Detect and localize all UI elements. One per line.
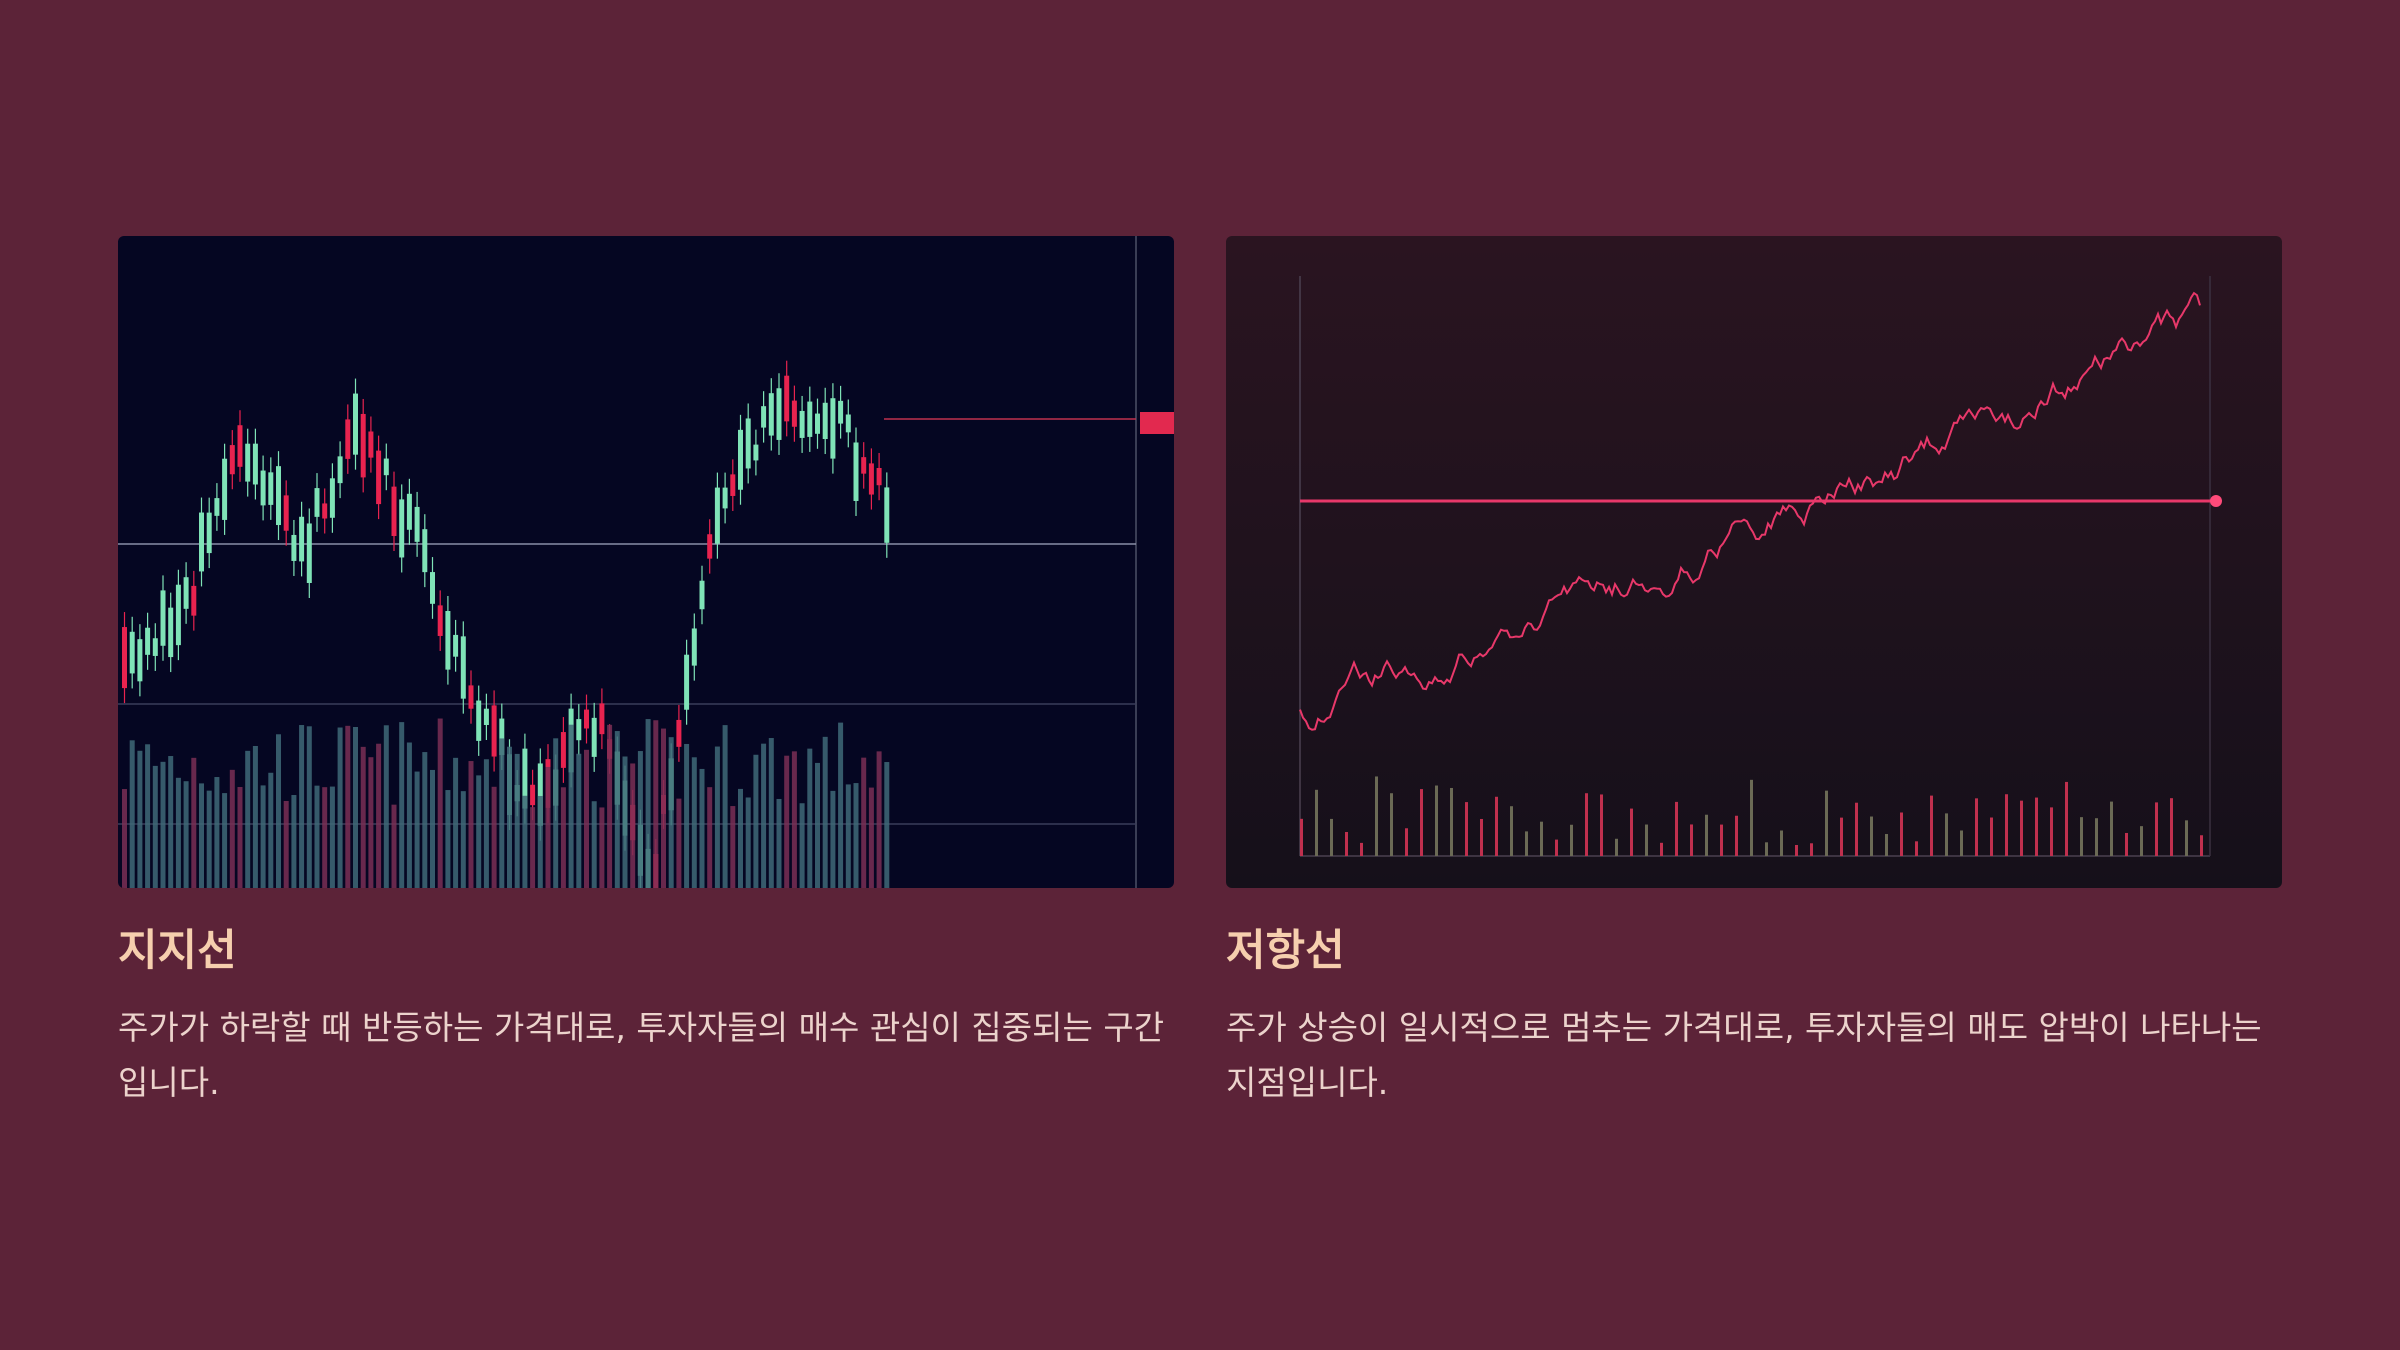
card-row: 지지선 주가가 하락할 때 반등하는 가격대로, 투자자들의 매수 관심이 집중… — [118, 236, 2282, 1110]
support-chart-image — [118, 236, 1174, 888]
card: 지지선 주가가 하락할 때 반등하는 가격대로, 투자자들의 매수 관심이 집중… — [118, 236, 1174, 1110]
card-title: 지지선 — [118, 926, 237, 976]
card: 저항선 주가 상승이 일시적으로 멈추는 가격대로, 투자자들의 매도 압박이 … — [1226, 236, 2282, 1110]
card-description: 주가가 하락할 때 반등하는 가격대로, 투자자들의 매수 관심이 집중되는 구… — [118, 1007, 1165, 1102]
resistance-chart-image — [1226, 236, 2282, 888]
card-title: 저항선 — [1226, 926, 1345, 976]
card-description: 주가 상승이 일시적으로 멈추는 가격대로, 투자자들의 매도 압박이 나타나는… — [1226, 1007, 2262, 1102]
